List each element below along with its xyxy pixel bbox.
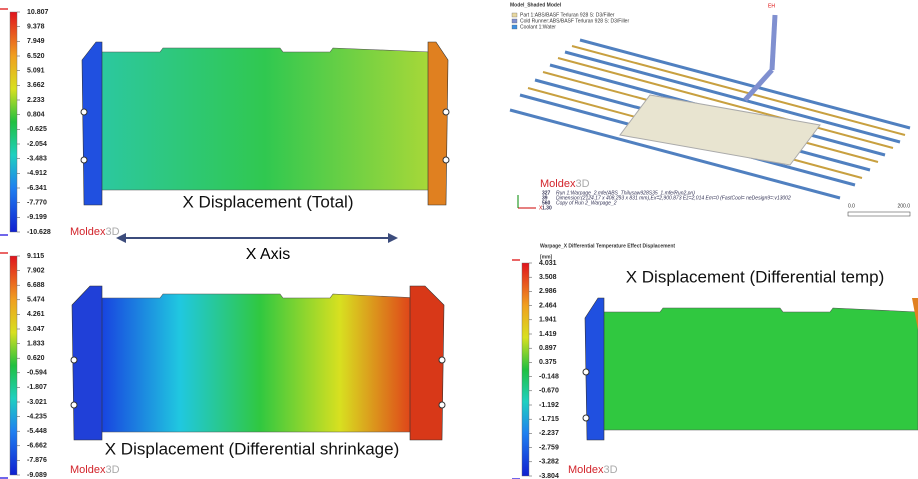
scale-label: -6.662 [27, 443, 47, 450]
scale-label: 0.620 [27, 355, 45, 362]
scale-label: 1.833 [27, 340, 45, 347]
legend: Part 1:ABS/BASF Terluran 928 S: D3/Fille… [512, 12, 629, 30]
scale-label: 1.941 [539, 317, 557, 324]
scale-label: -2.054 [27, 141, 47, 148]
scale-label: 1.419 [539, 331, 557, 338]
page: X Displacement (Total) X Axis X Displace… [0, 0, 918, 479]
run-line: Copy of Run 2_Warpage_2 [556, 200, 617, 206]
brand: Moldex [540, 178, 576, 190]
scale-label: -5.448 [27, 428, 47, 435]
scale-label: 2.233 [27, 97, 45, 104]
scale-label: -3.483 [27, 156, 47, 163]
scale-label: 4.031 [539, 260, 557, 267]
scale-label: 4.261 [27, 311, 45, 318]
scale-label: 10.807 [27, 9, 49, 16]
legend-label: Coolant 1:Water [520, 24, 556, 30]
colorbar [522, 263, 529, 476]
model-title: Model_Shaded Model [510, 2, 562, 8]
part-diff-temp [583, 298, 918, 440]
scale-label: 3.508 [539, 274, 557, 281]
brand-suffix: 3D [105, 464, 119, 476]
scale-label: -0.594 [27, 370, 47, 377]
cooling-model [510, 15, 910, 198]
scale-label: -6.341 [27, 185, 47, 192]
scale-label: 0.804 [27, 112, 45, 119]
brand: Moldex [70, 464, 106, 476]
brand: Moldex [568, 464, 604, 476]
scale-label: 0.897 [539, 345, 557, 352]
brand-suffix: 3D [105, 226, 119, 238]
scale-label: -1.192 [539, 402, 559, 409]
scale-label: 5.091 [27, 68, 45, 75]
colorbar [10, 12, 17, 232]
scale-label: -2.237 [539, 430, 559, 437]
scale-label: -0.670 [539, 388, 559, 395]
brand-suffix: 3D [575, 178, 589, 190]
scale-label: 9.378 [27, 24, 45, 31]
scale-label: -7.770 [27, 200, 47, 207]
caption: X Displacement (Differential temp) [626, 267, 885, 286]
scale-label: -2.759 [539, 444, 559, 451]
scale-label: -10.628 [27, 229, 51, 236]
brand: Moldex [70, 226, 106, 238]
scale-label: 3.662 [27, 82, 45, 89]
scale-label: 2.464 [539, 302, 557, 309]
caption: X Displacement (Total) [182, 192, 353, 211]
legend-swatch [512, 13, 517, 17]
legend-swatch [512, 25, 517, 29]
scale-label: 2.986 [539, 288, 557, 295]
scale-start: 0.0 [848, 203, 855, 209]
scale-label: 3.047 [27, 326, 45, 333]
scale-label: -9.089 [27, 472, 47, 479]
scale-bar [848, 212, 910, 216]
scale-label: -1.807 [27, 384, 47, 391]
scale-label: 7.949 [27, 38, 45, 45]
arrow-head [388, 233, 398, 243]
scale-label: -4.912 [27, 170, 47, 177]
run-code: 1.30 [542, 205, 552, 211]
scale-label: -3.282 [539, 459, 559, 466]
scale-label: 9.115 [27, 253, 44, 260]
scale-label: -0.148 [539, 373, 559, 380]
scale-label: -1.715 [539, 416, 559, 423]
part-total [81, 42, 449, 205]
scale-end: 200.0 [897, 203, 910, 209]
scale-label: 5.474 [27, 297, 45, 304]
caption: X Displacement (Differential shrinkage) [105, 439, 399, 458]
legend-swatch [512, 19, 517, 23]
part-shrinkage [71, 286, 445, 440]
scale-label: -4.235 [27, 413, 47, 420]
scale-label: 6.520 [27, 53, 45, 60]
scale-label: -3.804 [539, 473, 559, 479]
marker: EH [768, 3, 775, 9]
scale-label: -3.021 [27, 399, 47, 406]
scale-label: 0.375 [539, 359, 557, 366]
result-title: Warpage_X Differential Temperature Effec… [540, 243, 675, 249]
scale-label: 7.902 [27, 267, 45, 274]
scale-label: -7.876 [27, 457, 47, 464]
colorbar [10, 256, 17, 475]
brand-suffix: 3D [603, 464, 617, 476]
scale-label: -9.199 [27, 214, 47, 221]
scale-label: -0.625 [27, 126, 47, 133]
scale-label: 6.688 [27, 282, 45, 289]
axis-label: X Axis [246, 246, 290, 263]
